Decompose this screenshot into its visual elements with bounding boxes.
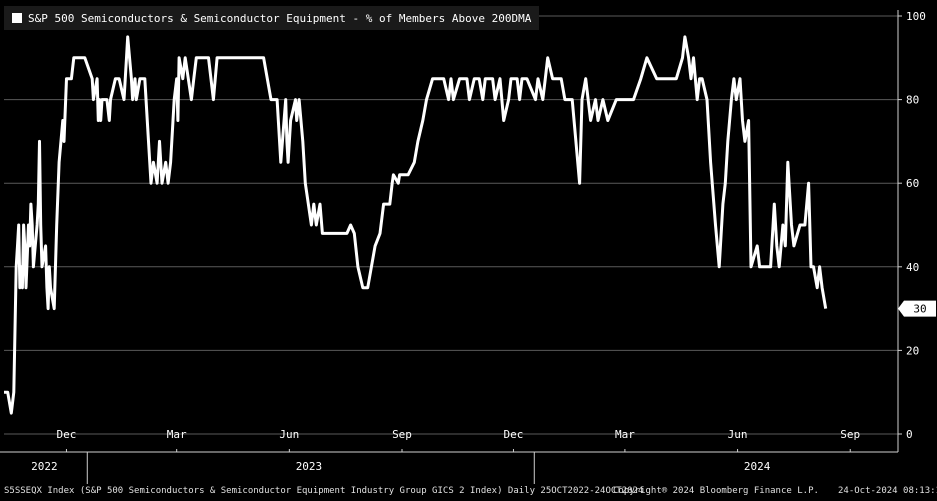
last-value-text: 30 [913, 303, 926, 316]
series-line [4, 35, 828, 415]
x-tick-label: Sep [392, 428, 412, 441]
x-year-label: 2022 [31, 460, 58, 473]
y-tick-label: 0 [906, 428, 913, 441]
x-tick-label: Jun [279, 428, 299, 441]
y-tick-label: 60 [906, 177, 919, 190]
x-tick-label: Dec [504, 428, 524, 441]
x-tick-label: Jun [728, 428, 748, 441]
footer-source: S5SSEQX Index (S&P 500 Semiconductors & … [4, 486, 644, 496]
x-tick-label: Mar [167, 428, 187, 441]
last-value-label: 30 [898, 300, 936, 317]
x-tick-label: Mar [615, 428, 635, 441]
x-year-label: 2024 [744, 460, 771, 473]
axes [0, 10, 902, 484]
y-tick-label: 100 [906, 10, 926, 23]
footer-timestamp: 24-Oct-2024 08:13:19 [838, 486, 937, 496]
y-tick-label: 80 [906, 94, 919, 107]
x-year-label: 2023 [296, 460, 323, 473]
y-tick-label: 40 [906, 261, 919, 274]
last-value-tag [898, 300, 936, 317]
x-tick-label: Sep [840, 428, 860, 441]
tick-labels: 0 20 40 60 80 100 Dec Mar Jun Sep Dec Mar Jun Sep 2022… [31, 10, 926, 473]
legend: S&P 500 Semiconductors & Semiconductor E… [4, 6, 540, 30]
y-tick-label: 20 [906, 344, 919, 357]
chart-title: S&P 500 Semiconductors & Semiconductor E… [28, 11, 532, 25]
x-tick-label: Dec [57, 428, 77, 441]
legend-swatch [12, 13, 22, 23]
footer-copyright: Copyright® 2024 Bloomberg Finance L.P. [613, 486, 819, 496]
